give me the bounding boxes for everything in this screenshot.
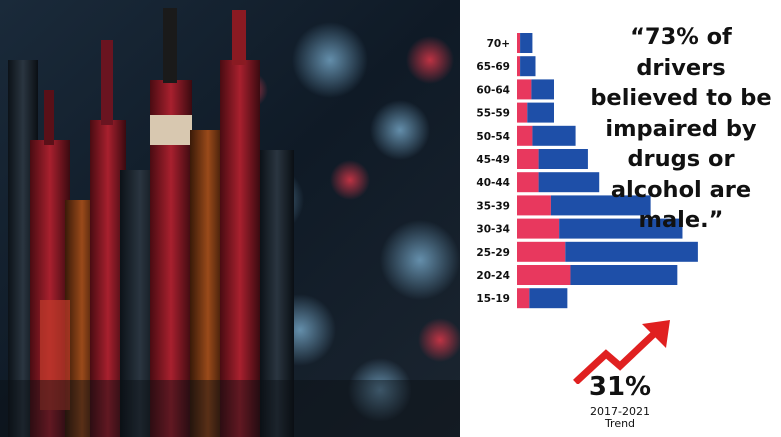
age-label-40-44: 40-44 [476,177,510,189]
bar-segment-1-25-29 [517,241,566,262]
bar-segment-2-35-39 [550,195,651,216]
bar-segment-1-60-64 [517,79,532,100]
bar-segment-1-45-49 [517,149,539,169]
bar-segment-2-30-34 [559,218,683,239]
bar-segment-1-35-39 [517,195,551,216]
bar-segment-2-40-44 [538,172,600,193]
trend-caption-line1: 2017-2021 [590,405,650,418]
age-label-70+: 70+ [487,38,510,50]
bar-segment-2-20-24 [570,265,678,285]
quote-text: “73% of drivers believed to be impaired … [590,24,772,233]
age-label-30-34: 30-34 [476,224,510,236]
age-label-65-69: 65-69 [476,61,510,73]
trend-up-arrow-icon [573,320,670,384]
bar-segment-2-15-19 [529,288,568,309]
bar-segment-1-65-69 [517,56,521,77]
bar-segment-1-55-59 [517,102,528,123]
trend-caption-line2: Trend [604,417,636,430]
bar-segment-1-40-44 [517,172,539,193]
age-label-15-19: 15-19 [476,293,510,305]
age-label-55-59: 55-59 [476,108,510,120]
bar-segment-2-70+ [520,33,533,53]
age-label-50-54: 50-54 [476,131,510,143]
bar-segment-1-50-54 [517,125,533,146]
bar-segment-1-30-34 [517,218,560,239]
trend-caption: 2017-2021 Trend [570,406,670,430]
age-labels: 70+ 65-69 60-64 55-59 50-54 45-49 40-44 35-39 30… [476,38,510,305]
age-label-35-39: 35-39 [476,200,510,212]
bar-segment-2-45-49 [538,149,588,169]
liquor-bottles-photo [0,0,460,437]
bar-segment-2-50-54 [532,125,576,146]
bar-segment-2-60-64 [531,79,554,100]
bar-segment-1-20-24 [517,265,571,285]
trend-value: 31% [588,372,652,402]
bar-segment-1-70+ [517,33,521,53]
age-label-60-64: 60-64 [476,84,510,96]
bar-segment-2-55-59 [527,102,554,123]
age-label-45-49: 45-49 [476,154,510,166]
bar-segment-2-65-69 [520,56,536,77]
bar-segment-2-25-29 [565,241,698,262]
chart-bars [517,33,698,309]
age-distribution-chart: 70+ 65-69 60-64 55-59 50-54 45-49 40-44 35-39 30… [476,33,698,309]
bar-segment-1-15-19 [517,288,530,309]
age-label-25-29: 25-29 [476,247,510,259]
age-label-20-24: 20-24 [476,270,510,282]
